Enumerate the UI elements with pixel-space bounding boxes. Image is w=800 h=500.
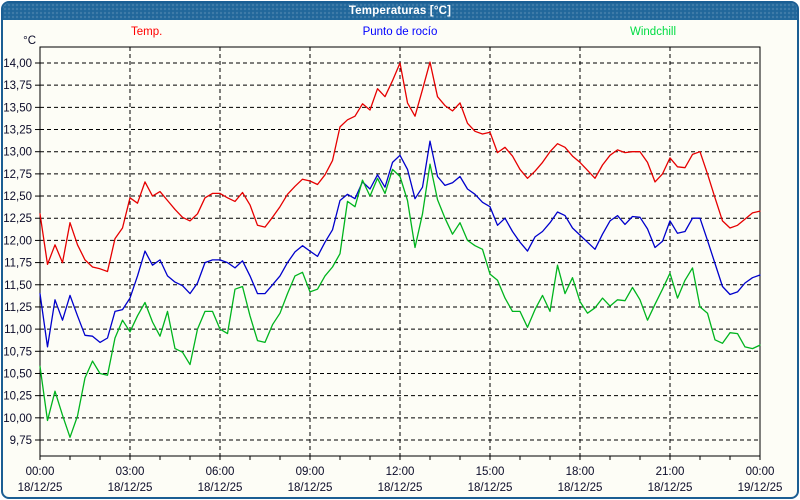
windchill-line xyxy=(39,163,761,438)
x-tick-time-label: 15:00 xyxy=(476,466,505,478)
x-tick-date-label: 18/12/25 xyxy=(288,482,333,494)
y-tick-label: 11,50 xyxy=(4,280,32,292)
y-tick-label: 9,75 xyxy=(10,435,32,447)
x-tick-time-label: 18:00 xyxy=(566,466,595,478)
x-tick-time-label: 06:00 xyxy=(206,466,235,478)
legend-item-windchill: Windchill xyxy=(630,26,677,38)
y-tick-label: 12,25 xyxy=(3,213,32,225)
x-tick-date-label: 19/12/25 xyxy=(738,482,783,494)
y-tick-label: 12,50 xyxy=(3,191,32,203)
x-tick-time-label: 03:00 xyxy=(116,466,145,478)
x-tick-date-label: 18/12/25 xyxy=(648,482,693,494)
x-tick-time-label: 00:00 xyxy=(26,466,55,478)
plot-border xyxy=(39,46,761,457)
y-tick-label: 10,75 xyxy=(3,346,32,358)
y-tick-label: 13,75 xyxy=(3,80,32,92)
y-tick-label: 11,25 xyxy=(4,302,32,314)
y-axis-unit-label: °C xyxy=(23,35,36,47)
dewpoint-line xyxy=(39,140,761,348)
x-tick-time-label: 00:00 xyxy=(746,466,775,478)
legend-item-temp: Temp. xyxy=(131,26,163,38)
y-tick-label: 13,50 xyxy=(3,102,32,114)
x-tick-time-label: 21:00 xyxy=(656,466,685,478)
y-tick-label: 11,75 xyxy=(4,258,32,270)
y-tick-label: 12,00 xyxy=(3,235,32,247)
x-tick-date-label: 18/12/25 xyxy=(108,482,153,494)
x-tick-time-label: 09:00 xyxy=(296,466,325,478)
x-tick-date-label: 18/12/25 xyxy=(378,482,423,494)
x-tick-date-label: 18/12/25 xyxy=(198,482,243,494)
y-tick-label: 12,75 xyxy=(3,169,32,181)
legend-item-dewpoint: Punto de rocío xyxy=(362,26,438,38)
y-tick-label: 10,00 xyxy=(3,413,32,425)
x-tick-time-label: 12:00 xyxy=(386,466,415,478)
y-tick-label: 14,00 xyxy=(3,58,32,70)
y-tick-label: 10,25 xyxy=(3,391,32,403)
y-tick-label: 13,25 xyxy=(3,125,32,137)
y-tick-label: 13,00 xyxy=(3,147,32,159)
x-tick-date-label: 18/12/25 xyxy=(468,482,513,494)
x-tick-date-label: 18/12/25 xyxy=(18,482,63,494)
window-title: Temperaturas [°C] xyxy=(3,3,797,20)
y-tick-label: 11,00 xyxy=(4,324,32,336)
x-tick-date-label: 18/12/25 xyxy=(558,482,603,494)
y-tick-label: 10,50 xyxy=(3,368,32,380)
temp-line xyxy=(39,61,761,273)
